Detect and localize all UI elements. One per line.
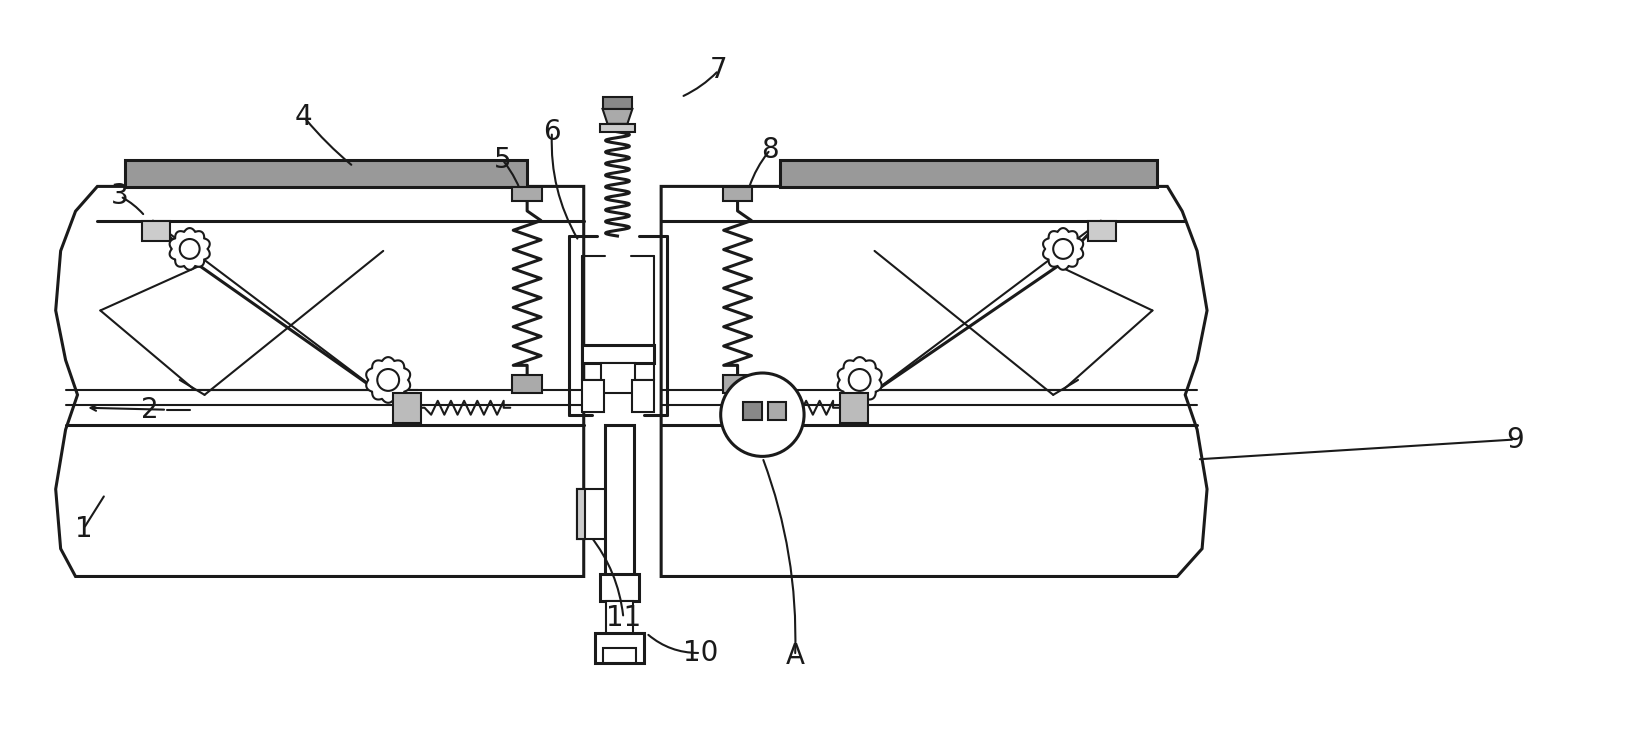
Text: 11: 11: [606, 604, 641, 632]
Text: 5: 5: [493, 146, 511, 173]
Bar: [581, 380, 604, 412]
Bar: [780, 160, 1158, 187]
Text: 3: 3: [111, 182, 129, 211]
Circle shape: [848, 369, 871, 391]
Text: A: A: [786, 642, 804, 670]
Bar: [723, 187, 752, 201]
Bar: [599, 124, 635, 131]
Bar: [742, 402, 762, 420]
Polygon shape: [169, 228, 210, 270]
Polygon shape: [366, 357, 410, 403]
Polygon shape: [55, 187, 584, 577]
Bar: [1088, 221, 1115, 241]
Bar: [513, 187, 542, 201]
Bar: [576, 489, 584, 539]
Polygon shape: [1044, 228, 1083, 270]
Polygon shape: [602, 109, 632, 124]
Text: 7: 7: [710, 56, 728, 84]
Circle shape: [1053, 239, 1073, 259]
Circle shape: [378, 369, 399, 391]
Bar: [602, 648, 637, 663]
Bar: [142, 221, 169, 241]
Bar: [632, 380, 654, 412]
Bar: [599, 574, 640, 601]
Bar: [125, 160, 527, 187]
Polygon shape: [661, 187, 1206, 577]
Bar: [840, 393, 868, 423]
Circle shape: [179, 239, 200, 259]
Text: 6: 6: [544, 118, 560, 146]
Bar: [581, 345, 654, 363]
Text: 10: 10: [684, 639, 718, 667]
Bar: [601, 363, 635, 393]
Bar: [576, 489, 604, 539]
Bar: [604, 424, 635, 578]
Text: 1: 1: [75, 515, 93, 543]
Circle shape: [721, 373, 804, 456]
Bar: [594, 633, 645, 663]
Text: 4: 4: [295, 103, 313, 131]
Polygon shape: [838, 357, 882, 403]
Bar: [723, 375, 752, 393]
Text: 8: 8: [762, 136, 780, 164]
Bar: [606, 601, 633, 651]
Bar: [513, 375, 542, 393]
Text: 9: 9: [1506, 426, 1524, 453]
Bar: [602, 97, 632, 109]
Text: 2: 2: [142, 396, 160, 424]
Bar: [768, 402, 786, 420]
Bar: [392, 393, 422, 423]
